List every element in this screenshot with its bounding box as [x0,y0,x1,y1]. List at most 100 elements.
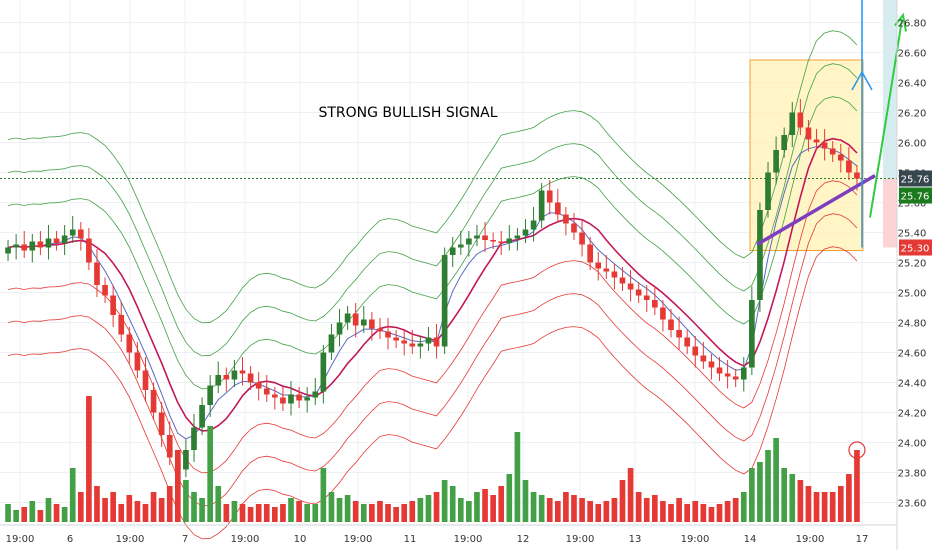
candle-body [304,397,311,401]
x-tick-label: 19:00 [116,534,145,545]
volume-bar [247,507,254,522]
volume-bar [514,432,521,522]
volume-bar [797,480,804,522]
candle-body [369,319,375,329]
volume-bar [829,492,836,522]
volume-bar [118,504,125,522]
x-tick-label: 11 [404,534,417,545]
volume-bar [296,501,302,522]
volume-bar [255,504,262,522]
candle-body [360,319,367,326]
x-tick-label: 17 [856,534,869,545]
volume-bar [506,474,513,522]
volume-bar [433,492,440,522]
candle-body [134,352,141,371]
candle-body [563,214,569,224]
x-tick-label: 19:00 [796,534,825,545]
candle-body [344,313,351,323]
volume-bar [619,480,626,522]
candle-body [837,154,844,161]
volume-bar [668,504,674,522]
candle-body [174,457,181,470]
candle-body [514,235,521,239]
candle-body [433,337,440,347]
volume-bar [53,504,60,522]
volume-bar [546,498,553,522]
volume-bar [530,492,537,522]
candle-body [643,295,650,300]
candle-body [660,307,666,320]
candle-body [231,370,238,380]
candle-body [579,232,585,245]
candle-body [296,394,302,401]
green-arrow-head [894,12,907,32]
volume-bar [846,474,852,522]
volume-bar [474,492,480,522]
candle-body [21,244,28,251]
y-tick-label: 26.80 [898,19,927,30]
x-tick-label: 19:00 [566,534,595,545]
volume-bar [328,492,335,522]
volume-bar [684,504,691,522]
candle-body [166,435,173,458]
upper-band-2 [7,63,858,357]
volume-bar [377,501,383,522]
volume-bar [563,492,569,522]
volume-bar [191,492,197,522]
x-tick-label: 19:00 [6,534,35,545]
volume-bar [732,498,739,522]
volume-bar [183,480,189,522]
x-tick-label: 19:00 [681,534,710,545]
x-tick-label: 19:00 [231,534,260,545]
candle-body [595,262,602,269]
blue-arrow-head [851,70,873,91]
price-label-box [899,187,932,204]
volume-bar [393,507,399,522]
candle-body [69,229,76,236]
trendline [756,173,876,247]
volume-bar [215,486,222,522]
volume-highlight-circle [848,441,866,459]
volume-bar [369,504,375,522]
candle-body [781,135,788,150]
volume-bar [595,504,602,522]
volume-bar [69,468,76,522]
y-tick-label: 26.40 [898,79,927,90]
y-tick-label: 25.20 [898,259,927,270]
volume-bar [466,501,472,522]
green-projection-arrow [869,19,903,218]
volume-bar [757,462,763,522]
volume-bar [700,504,707,522]
volume-bar [441,480,448,522]
candle-body [5,247,11,254]
candle-body [789,112,796,135]
candle-body [668,319,674,330]
candle-body [377,328,383,332]
candle-body [611,271,618,278]
candle-body [126,334,133,353]
volume-bar [409,501,416,522]
volume-bar [263,504,270,522]
candle-body [652,300,658,308]
candle-body [498,241,505,243]
volume-bar [805,486,812,522]
candle-body [757,210,763,300]
volume-bars [5,396,866,522]
candle-body [474,235,480,239]
candle-body [546,190,553,203]
candle-body [530,220,537,230]
candle-body [150,390,157,413]
candle-body [393,337,399,341]
volume-bar [174,450,181,522]
volume-bar [676,498,682,522]
highlight-rectangle [749,59,864,251]
candle-body [328,334,335,353]
volume-bar [724,501,731,522]
volume-bar [579,498,585,522]
candle-body [627,283,634,290]
volume-bar [320,468,327,522]
volume-bar [425,495,432,522]
candle-body [199,405,205,428]
y-tick-label: 23.60 [898,499,927,510]
